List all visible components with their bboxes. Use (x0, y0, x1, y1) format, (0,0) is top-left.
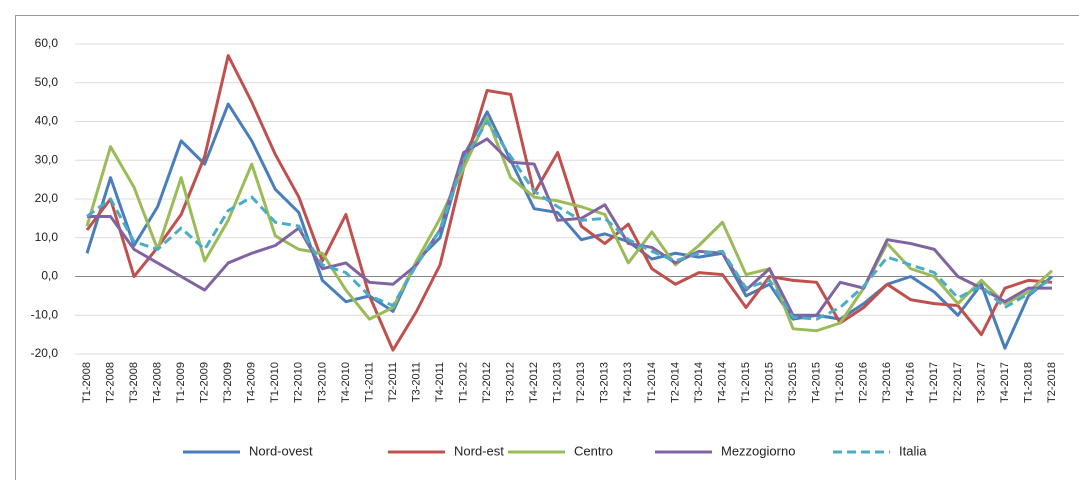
y-tick-label: 60,0 (35, 36, 59, 50)
x-tick-label: T2-2011 (387, 362, 399, 402)
legend-label: Centro (574, 443, 613, 458)
y-tick-label: 0,0 (41, 269, 58, 283)
x-tick-label: T3-2010 (316, 362, 328, 403)
legend-label: Nord-ovest (249, 443, 313, 458)
y-tick-label: 50,0 (35, 75, 59, 89)
x-tick-label: T1-2013 (552, 362, 564, 403)
x-tick-label: T3-2017 (975, 362, 987, 403)
x-tick-label: T2-2014 (669, 362, 681, 403)
x-tick-label: T1-2009 (175, 362, 187, 403)
x-tick-label: T4-2012 (528, 362, 540, 403)
x-tick-label: T2-2017 (952, 362, 964, 403)
x-tick-label: T1-2018 (1022, 362, 1034, 403)
x-tick-label: T4-2008 (152, 362, 164, 403)
x-tick-label: T4-2014 (716, 362, 728, 403)
y-tick-label: -20,0 (31, 346, 59, 360)
x-tick-label: T3-2012 (505, 362, 517, 403)
x-tick-label: T2-2013 (575, 362, 587, 403)
x-tick-label: T3-2016 (881, 362, 893, 403)
x-tick-label: T4-2010 (340, 362, 352, 403)
x-tick-label: T2-2009 (199, 362, 211, 403)
x-tick-label: T1-2012 (457, 362, 469, 403)
y-tick-label: 10,0 (35, 230, 59, 244)
x-tick-label: T1-2014 (646, 362, 658, 403)
x-tick-label: T2-2016 (858, 362, 870, 403)
x-tick-label: T3-2008 (128, 362, 140, 403)
series-line (87, 137, 1052, 317)
chart-frame (15, 15, 1079, 480)
x-tick-label: T2-2015 (763, 362, 775, 403)
y-tick-label: 20,0 (35, 191, 59, 205)
x-tick-label: T3-2013 (599, 362, 611, 403)
y-tick-label: 30,0 (35, 152, 59, 166)
x-tick-label: T1-2011 (363, 362, 375, 402)
x-tick-label: T1-2016 (834, 362, 846, 403)
y-tick-label: -10,0 (31, 307, 59, 321)
series-line (85, 54, 1053, 352)
x-tick-label: T1-2008 (81, 362, 93, 403)
x-tick-label: T1-2015 (740, 362, 752, 403)
x-tick-label: T3-2015 (787, 362, 799, 403)
x-tick-label: T2-2008 (104, 362, 116, 403)
x-tick-label: T1-2010 (269, 362, 281, 403)
x-tick-label: T4-2009 (246, 362, 258, 403)
x-tick-label: T3-2014 (693, 362, 705, 403)
x-tick-label: T4-2015 (811, 362, 823, 403)
legend-label: Mezzogiorno (721, 443, 795, 458)
x-tick-label: T3-2009 (222, 362, 234, 403)
x-tick-label: T4-2011 (434, 362, 446, 402)
x-tick-label: T4-2016 (905, 362, 917, 403)
x-tick-label: T1-2017 (928, 362, 940, 403)
series-line (85, 116, 1054, 333)
legend-label: Italia (899, 443, 927, 458)
x-tick-label: T4-2013 (622, 362, 634, 403)
x-tick-label: T4-2017 (999, 362, 1011, 403)
x-tick-label: T2-2012 (481, 362, 493, 403)
series-line (85, 102, 1053, 350)
x-tick-label: T3-2011 (410, 362, 422, 402)
x-tick-label: T2-2018 (1046, 362, 1058, 403)
y-tick-label: 40,0 (35, 114, 59, 128)
series-line (86, 120, 1053, 321)
x-tick-label: T2-2010 (293, 362, 305, 403)
legend-label: Nord-est (454, 443, 504, 458)
